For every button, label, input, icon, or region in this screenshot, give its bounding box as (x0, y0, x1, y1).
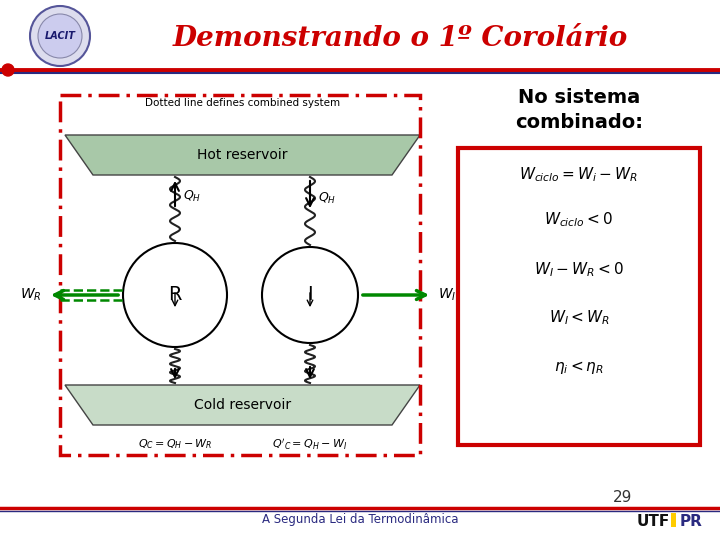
Bar (458, 148, 700, 445)
Circle shape (2, 64, 14, 76)
Text: $Q_H$: $Q_H$ (183, 189, 201, 204)
Text: Demonstrando o 1º Corolário: Demonstrando o 1º Corolário (172, 24, 628, 51)
Text: No sistema
combinado:: No sistema combinado: (515, 88, 643, 132)
Text: Dotted line defines combined system: Dotted line defines combined system (145, 98, 340, 108)
Text: 29: 29 (613, 490, 633, 505)
Text: $W_I - W_R < 0$: $W_I - W_R < 0$ (534, 261, 624, 279)
Text: UTF: UTF (636, 515, 670, 530)
Text: PR: PR (680, 515, 703, 530)
Text: $W_{ciclo} < 0$: $W_{ciclo} < 0$ (544, 211, 613, 229)
Text: Cold reservoir: Cold reservoir (194, 398, 291, 412)
Text: Hot reservoir: Hot reservoir (197, 148, 288, 162)
Text: $Q'_C = Q_H - W_I$: $Q'_C = Q_H - W_I$ (272, 437, 348, 452)
Circle shape (123, 243, 227, 347)
Bar (60, 95, 420, 455)
Polygon shape (65, 385, 420, 425)
Circle shape (262, 247, 358, 343)
Text: $W_{ciclo} = W_i - W_R$: $W_{ciclo} = W_i - W_R$ (519, 166, 639, 184)
Text: $Q_H$: $Q_H$ (318, 191, 336, 206)
Text: I: I (307, 286, 312, 305)
Bar (671, 513, 676, 527)
Circle shape (30, 6, 90, 66)
Text: R: R (168, 286, 181, 305)
Text: $Q_C = Q_H - W_R$: $Q_C = Q_H - W_R$ (138, 437, 212, 451)
Text: $\eta_i < \eta_R$: $\eta_i < \eta_R$ (554, 360, 604, 376)
Text: $W_I$: $W_I$ (438, 287, 456, 303)
Text: $W_I < W_R$: $W_I < W_R$ (549, 309, 609, 327)
Text: $W_R$: $W_R$ (20, 287, 42, 303)
Text: LACIT: LACIT (45, 31, 76, 41)
Text: A Segunda Lei da Termodinâmica: A Segunda Lei da Termodinâmica (262, 514, 458, 526)
Polygon shape (65, 135, 420, 175)
Circle shape (38, 14, 82, 58)
